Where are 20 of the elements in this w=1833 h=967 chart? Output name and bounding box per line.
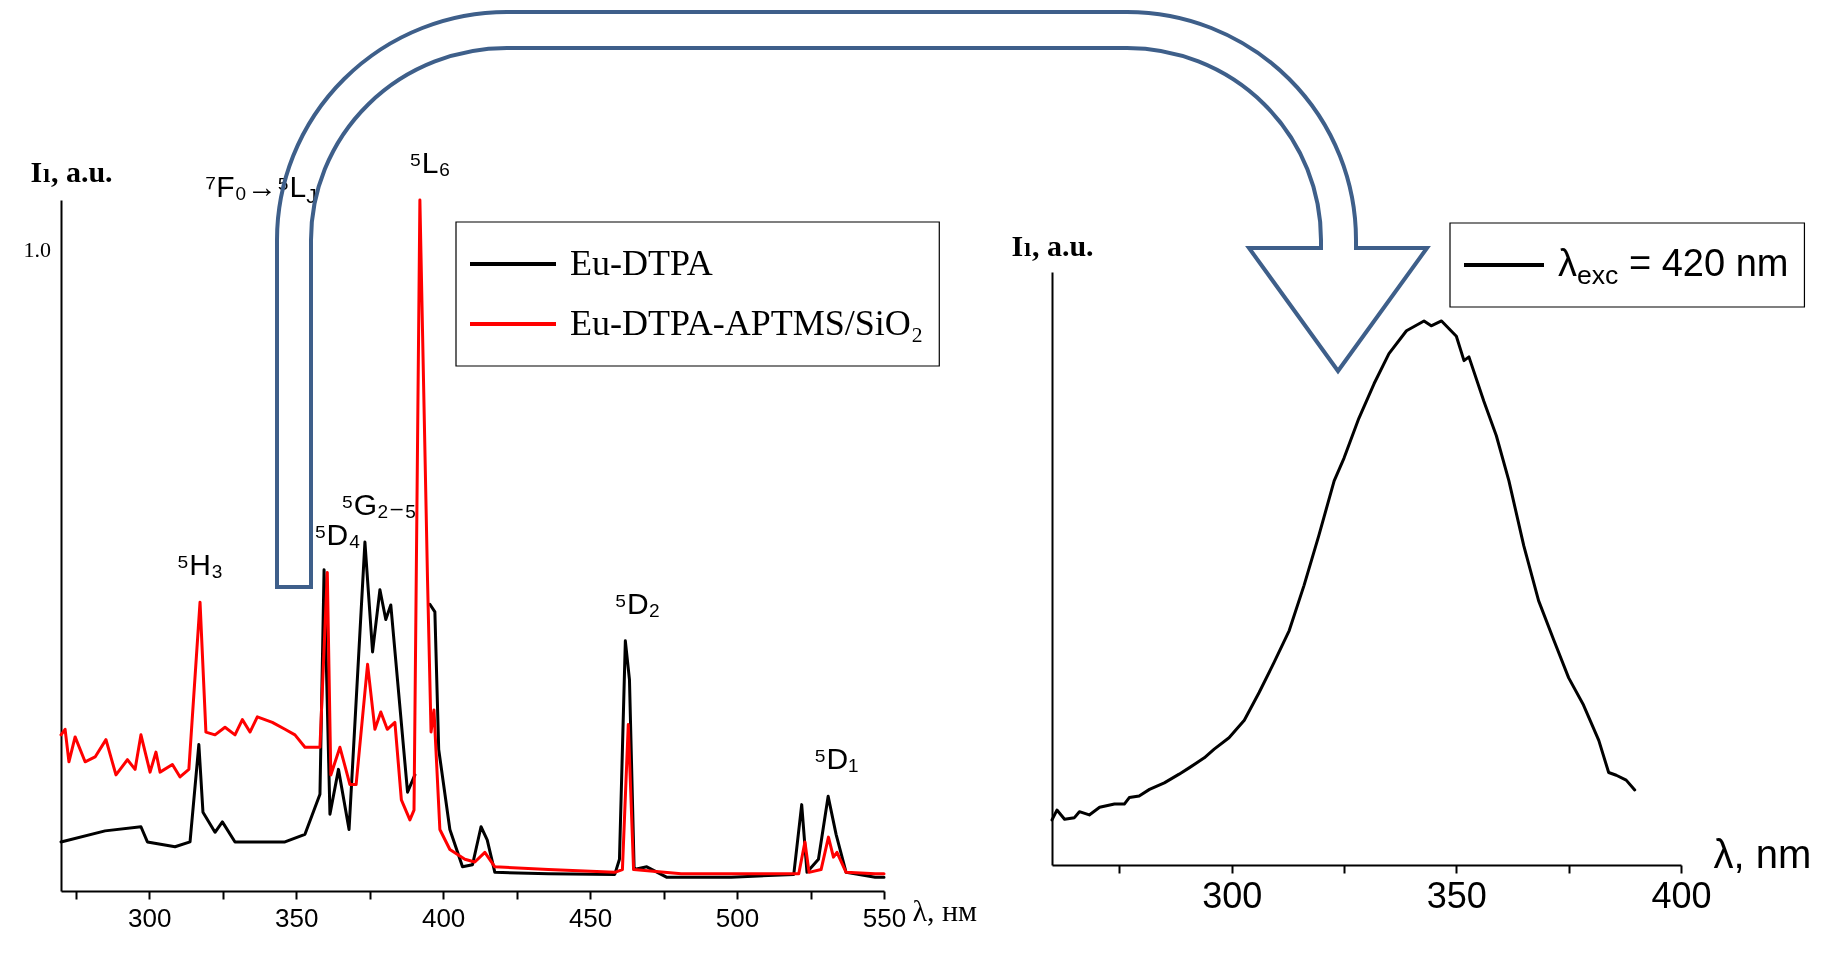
annotation: ⁵D₁ [814, 742, 859, 776]
text: 1.0 [23, 237, 51, 262]
x-tick-label: 300 [127, 902, 172, 933]
x-tick-label: 350 [274, 902, 319, 933]
legend-label: Eu-DTPA-APTMS/SiO₂ [570, 303, 924, 343]
x-tick-label: 400 [421, 902, 466, 933]
x-tick-label: 350 [1426, 874, 1487, 916]
x-tick-label: 550 [862, 902, 907, 933]
x-axis-title: λ, nm [1713, 831, 1812, 876]
x-tick-label: 500 [715, 902, 760, 933]
x-tick-label: 400 [1651, 874, 1712, 916]
annotation: ⁵H₃ [176, 548, 224, 582]
x-tick-label: 450 [568, 902, 613, 933]
annotation: ⁵D₂ [614, 586, 661, 620]
y-axis-title: Iₗ, a.u. [30, 154, 113, 188]
legend-label: Eu-DTPA [570, 243, 713, 283]
x-tick-label: 300 [1202, 874, 1263, 916]
x-axis-title: λ, нм [912, 893, 978, 927]
y-axis-title: Iₗ, a.u. [1011, 228, 1094, 262]
annotation: ⁵L₆ [409, 146, 451, 179]
